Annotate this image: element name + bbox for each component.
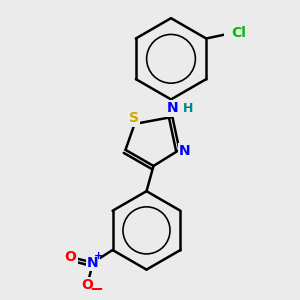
Text: Cl: Cl bbox=[231, 26, 246, 40]
Text: N: N bbox=[87, 256, 99, 270]
Text: N: N bbox=[167, 101, 178, 115]
Text: N: N bbox=[179, 144, 191, 158]
Text: +: + bbox=[94, 250, 103, 261]
Text: S: S bbox=[129, 111, 139, 125]
Text: H: H bbox=[183, 102, 193, 115]
Text: O: O bbox=[81, 278, 93, 292]
Text: −: − bbox=[89, 279, 103, 297]
Text: O: O bbox=[64, 250, 76, 264]
